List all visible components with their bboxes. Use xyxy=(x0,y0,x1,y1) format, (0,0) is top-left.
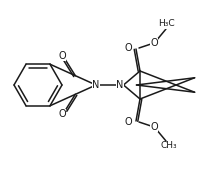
Text: O: O xyxy=(150,122,158,132)
Text: CH₃: CH₃ xyxy=(161,141,177,150)
Text: O: O xyxy=(59,109,66,119)
Text: N: N xyxy=(116,80,124,90)
Text: O: O xyxy=(124,117,132,127)
Text: H₃C: H₃C xyxy=(158,20,174,29)
Text: O: O xyxy=(59,51,66,61)
Text: O: O xyxy=(124,43,132,53)
Text: O: O xyxy=(150,38,158,48)
Text: N: N xyxy=(92,80,100,90)
